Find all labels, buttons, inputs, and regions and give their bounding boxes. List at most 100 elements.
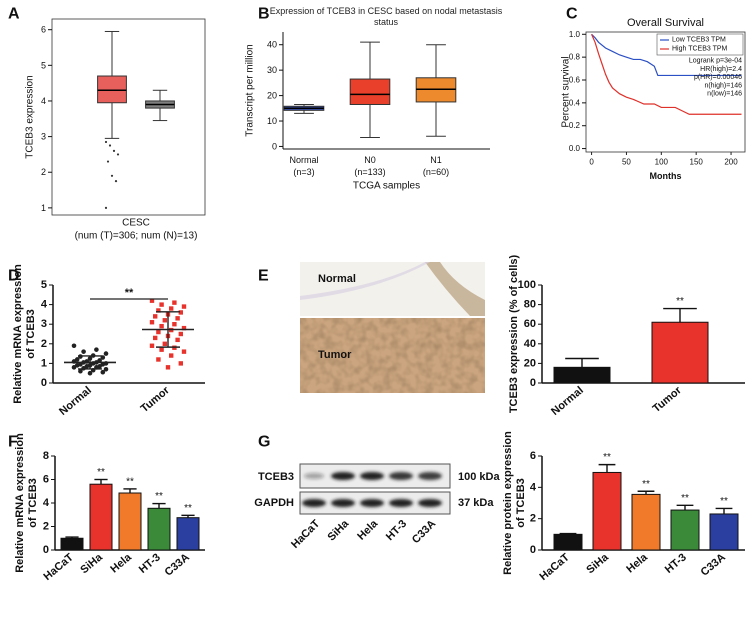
y-tick-label: 5 bbox=[41, 279, 47, 291]
band bbox=[418, 499, 442, 507]
blot-size: 100 kDa bbox=[458, 471, 500, 483]
y-tick-label: 3 bbox=[41, 318, 47, 330]
panel-letter: C bbox=[566, 6, 578, 23]
x-tick-note: (n=60) bbox=[423, 167, 449, 177]
panel-letter: G bbox=[258, 434, 270, 451]
plot-frame bbox=[585, 31, 746, 153]
outlier bbox=[104, 140, 108, 144]
y-axis-label: of TCEB3 bbox=[27, 478, 39, 528]
point bbox=[153, 314, 158, 319]
outlier bbox=[114, 180, 118, 183]
point bbox=[81, 349, 86, 354]
panel-letter: F bbox=[8, 434, 18, 451]
y-tick-label: 0 bbox=[43, 544, 49, 556]
y-axis-label: of TCEB3 bbox=[25, 309, 37, 359]
tumor-texture bbox=[300, 318, 485, 393]
point bbox=[181, 349, 187, 354]
y-tick-label: 4 bbox=[41, 299, 48, 311]
bar bbox=[631, 493, 661, 551]
x-tick-label: Hela bbox=[108, 551, 134, 576]
significance: ** bbox=[681, 493, 689, 504]
y-axis-label: Relative mRNA expression bbox=[14, 433, 26, 573]
y-tick-label: 1 bbox=[41, 203, 46, 213]
x-tick-label: Normal bbox=[289, 155, 318, 165]
point bbox=[149, 298, 155, 303]
point bbox=[178, 361, 183, 366]
point bbox=[175, 337, 180, 343]
panel-letter: E bbox=[258, 268, 269, 285]
box bbox=[97, 75, 127, 104]
point bbox=[165, 365, 171, 370]
survival-line bbox=[591, 34, 742, 115]
blot-row-label: TCEB3 bbox=[258, 471, 294, 483]
y-tick-label: 0.4 bbox=[569, 98, 581, 107]
y-tick-label: 0 bbox=[41, 377, 47, 389]
bar bbox=[553, 533, 583, 551]
western-blot: TCEB3 GAPDH 100 kDa 37 kDa HaCaT SiHa He… bbox=[254, 463, 500, 551]
point bbox=[103, 351, 109, 356]
panel-letter: B bbox=[258, 6, 270, 23]
y-tick-label: 0.0 bbox=[569, 144, 581, 153]
y-tick-label: 60 bbox=[524, 318, 536, 330]
y-axis-label: Percent survival bbox=[561, 56, 572, 127]
blot-size: 37 kDa bbox=[458, 497, 494, 509]
y-tick-label: 2 bbox=[43, 521, 49, 533]
y-tick-label: 20 bbox=[524, 357, 536, 369]
box bbox=[349, 78, 391, 105]
point bbox=[78, 368, 83, 374]
plot-frame bbox=[51, 18, 206, 216]
bar bbox=[118, 492, 142, 551]
outlier bbox=[110, 174, 114, 177]
point bbox=[156, 329, 161, 335]
y-axis-label: Relative protein expression bbox=[502, 431, 514, 575]
panel: 0 1 2 3 4 5 Relative mRNA expression of TCEB3 No… bbox=[12, 264, 205, 418]
band bbox=[331, 499, 355, 507]
bar bbox=[592, 471, 622, 551]
annotation: Logrank p=3e-04 bbox=[689, 58, 742, 65]
point bbox=[100, 369, 106, 375]
image-label: Tumor bbox=[318, 349, 352, 361]
y-tick-label: 1 bbox=[41, 357, 47, 369]
x-tick-label: 150 bbox=[690, 158, 704, 167]
x-tick-label: N1 bbox=[430, 155, 442, 165]
x-tick-label: 100 bbox=[655, 158, 669, 167]
ihc-images: Normal Tumor bbox=[300, 262, 485, 393]
significance: ** bbox=[720, 496, 728, 507]
y-tick-label: 4 bbox=[43, 497, 50, 509]
x-tick-label: 0 bbox=[589, 158, 594, 167]
band bbox=[304, 473, 324, 479]
point bbox=[159, 302, 164, 307]
y-tick-label: 30 bbox=[267, 65, 277, 75]
panel: 0 10 20 30 40 Transcript per million Normal (n=… bbox=[245, 32, 490, 192]
y-axis-label: Relative mRNA expression bbox=[12, 264, 24, 404]
x-tick-label: Tumor bbox=[139, 384, 173, 415]
chart-title: Overall Survival bbox=[627, 17, 704, 29]
y-tick-label: 0.6 bbox=[569, 76, 581, 85]
y-axis-label: Transcript per million bbox=[245, 44, 256, 136]
lane-label: HaCaT bbox=[289, 518, 322, 551]
point bbox=[162, 341, 167, 346]
y-tick-label: 0.8 bbox=[569, 53, 581, 62]
point bbox=[103, 366, 109, 372]
significance: ** bbox=[125, 287, 134, 299]
y-axis-label: TCEB3 expression (% of cells) bbox=[508, 255, 520, 414]
annotation: p(HR)=0.00046 bbox=[694, 74, 742, 81]
panel-letter: D bbox=[8, 268, 20, 285]
point bbox=[149, 320, 155, 325]
significance: ** bbox=[184, 503, 192, 514]
annotation: n(high)=146 bbox=[704, 82, 742, 89]
legend-label: Low TCEB3 TPM bbox=[672, 37, 726, 44]
legend-label: High TCEB3 TPM bbox=[672, 46, 728, 53]
point bbox=[153, 335, 158, 341]
significance: ** bbox=[642, 479, 650, 490]
point bbox=[175, 316, 180, 321]
x-tick-label: HT-3 bbox=[137, 551, 163, 576]
point bbox=[87, 370, 93, 376]
lane-label: C33A bbox=[410, 518, 438, 546]
x-tick-label: HT-3 bbox=[663, 551, 689, 576]
y-tick-label: 0.2 bbox=[569, 121, 581, 130]
